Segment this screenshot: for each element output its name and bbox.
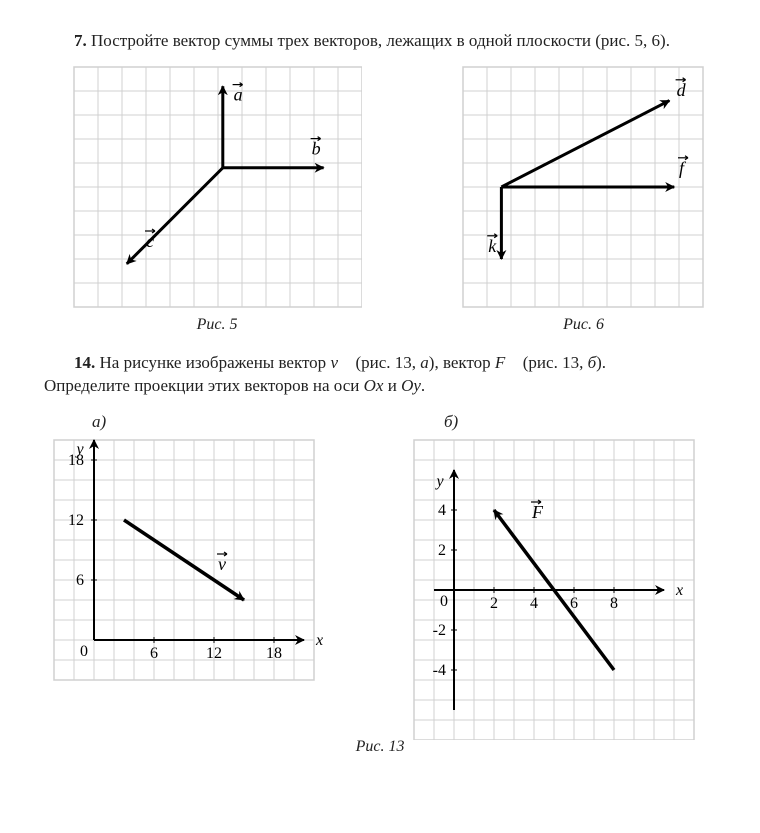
svg-text:d: d [677, 80, 687, 100]
svg-text:2: 2 [438, 542, 446, 559]
problem-14-text: 14. На рисунке изображены вектор v⃗ (рис… [44, 352, 716, 398]
svg-text:c: c [146, 231, 154, 251]
figure-6-caption: Рис. 6 [461, 316, 706, 334]
svg-text:b: b [312, 139, 321, 159]
svg-text:k: k [488, 236, 497, 256]
svg-text:y: y [434, 473, 444, 490]
svg-text:8: 8 [610, 595, 618, 612]
subfig-label-a: а) [92, 412, 106, 432]
figure-13-caption: Рис. 13 [44, 738, 716, 756]
figure-13a-svg: xy06121861218v [44, 410, 344, 690]
svg-text:a: a [234, 85, 243, 105]
svg-text:4: 4 [530, 595, 538, 612]
figure-5-svg: a b c [72, 65, 362, 310]
svg-text:0: 0 [440, 593, 448, 610]
svg-text:F: F [531, 502, 544, 522]
svg-text:-4: -4 [433, 662, 446, 679]
svg-text:18: 18 [68, 452, 84, 469]
svg-text:18: 18 [266, 645, 282, 662]
svg-text:x: x [315, 632, 323, 649]
svg-text:12: 12 [206, 645, 222, 662]
svg-text:4: 4 [438, 502, 446, 519]
vector-v-inline: v⃗ [330, 353, 351, 372]
figure-5: a b c Рис. 5 [72, 65, 362, 334]
svg-text:-2: -2 [433, 622, 446, 639]
figure-6-svg: d f k [461, 65, 706, 310]
problem-number: 7. [74, 31, 87, 50]
svg-text:2: 2 [490, 595, 498, 612]
figure-6: d f k Рис. 6 [461, 65, 706, 334]
svg-text:f: f [679, 158, 687, 178]
svg-text:6: 6 [570, 595, 578, 612]
problem-number: 14. [74, 353, 95, 372]
problem-7-text: 7. Постройте вектор суммы трех векторов,… [44, 30, 716, 53]
figure-5-caption: Рис. 5 [72, 316, 362, 334]
figure-13b: б) x y 0 2 4 6 8 -4 -2 2 4 F [386, 410, 716, 740]
figure-13b-svg: x y 0 2 4 6 8 -4 -2 2 4 F [386, 410, 716, 740]
svg-text:v: v [218, 554, 226, 574]
svg-text:x: x [675, 582, 683, 599]
figures-row-1: a b c Рис. 5 d f k Рис. 6 [72, 65, 706, 334]
figures-row-2: а) x y 0 6 12 18 6 12 18 v б) x y 0 2 4 6 8 -4 -2 2 4 F [44, 410, 716, 740]
vector-F-inline: F⃗ [495, 353, 519, 372]
svg-text:6: 6 [150, 645, 158, 662]
svg-text:12: 12 [68, 512, 84, 529]
figure-13a: а) xy06121861218v [44, 410, 344, 690]
subfig-label-b: б) [444, 412, 458, 432]
svg-text:0: 0 [80, 643, 88, 660]
svg-text:6: 6 [76, 572, 84, 589]
problem-body: Постройте вектор суммы трех векторов, ле… [91, 31, 670, 50]
